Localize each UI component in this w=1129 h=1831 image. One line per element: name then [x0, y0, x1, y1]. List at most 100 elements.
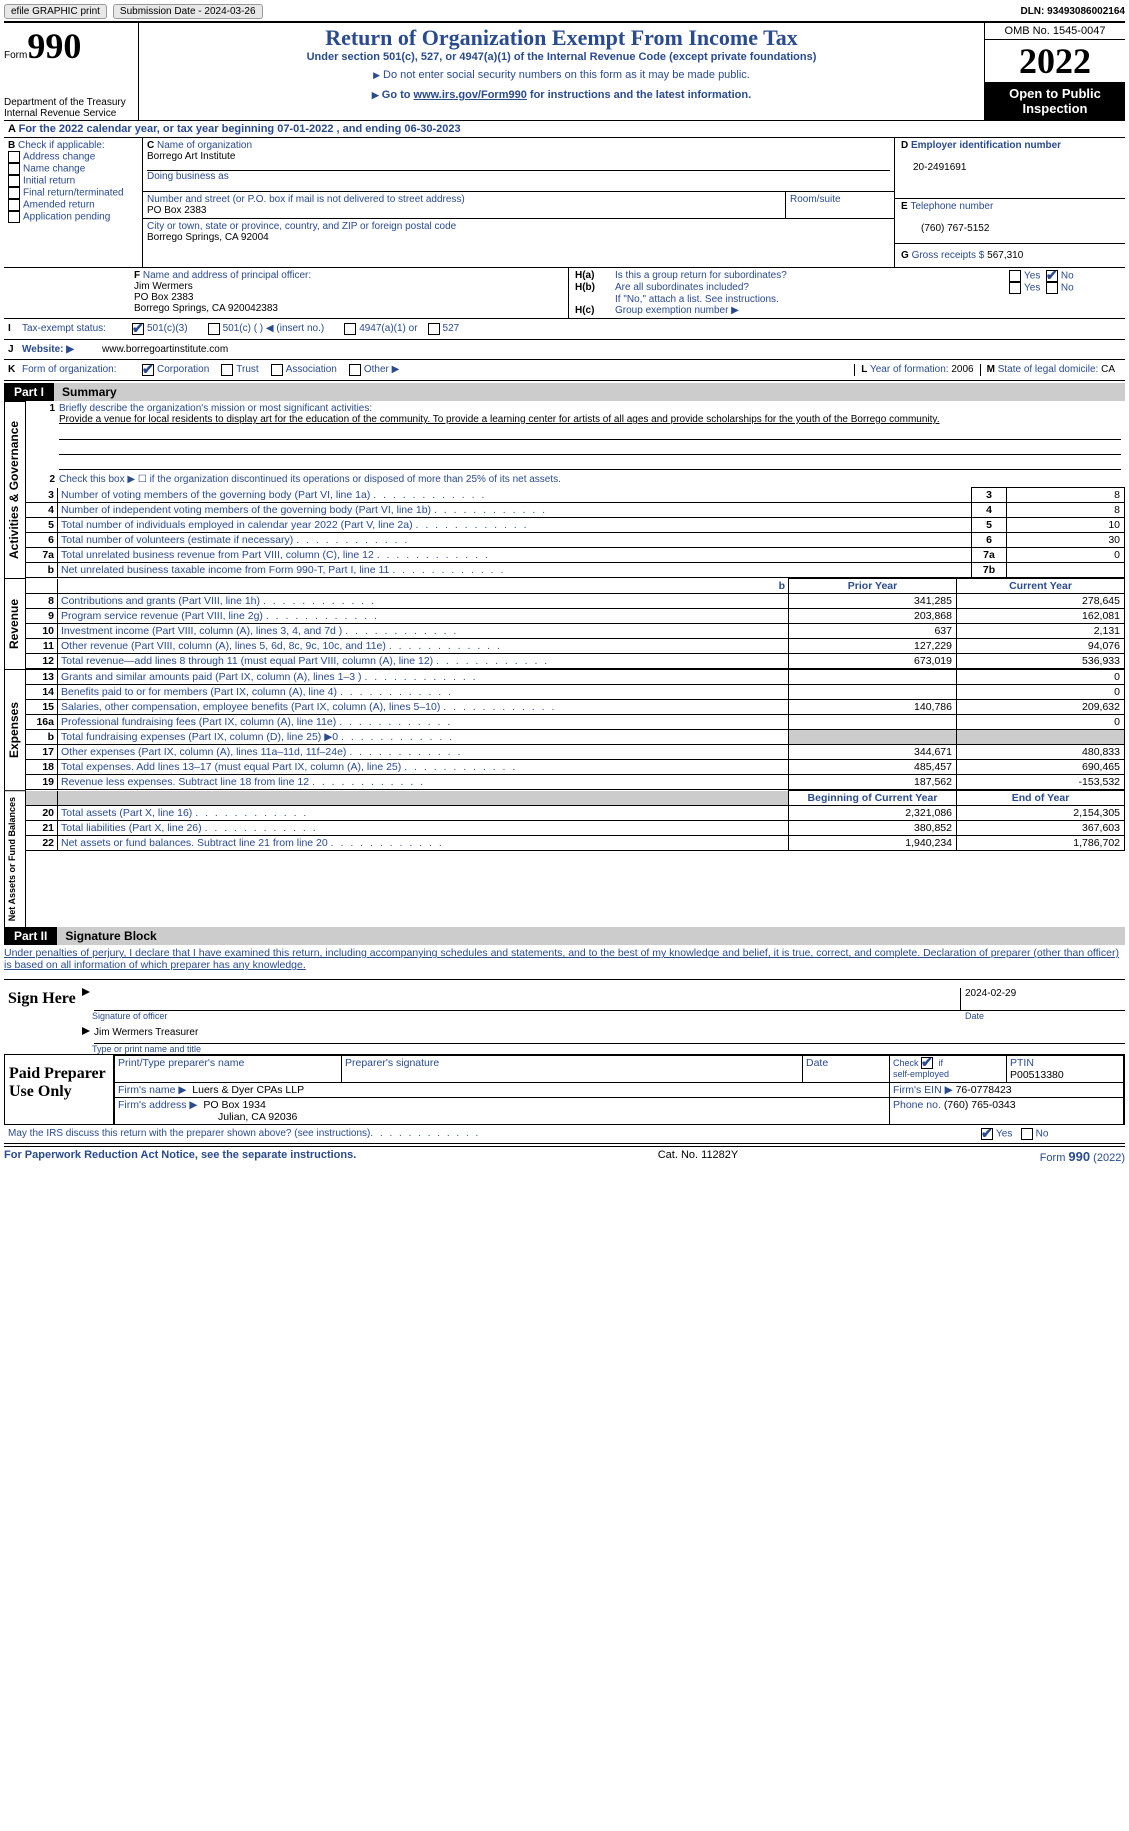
g-label: Gross receipts $ [912, 250, 985, 261]
d-label: Employer identification number [911, 140, 1061, 151]
form-label: Form [4, 50, 27, 61]
row-13: 13Grants and similar amounts paid (Part … [26, 670, 1125, 685]
summary-ag-block: Activities & Governance 1Briefly describ… [4, 401, 1125, 578]
table-net: Beginning of Current Year End of Year 20… [26, 790, 1125, 851]
row-20: 20Total assets (Part X, line 16) 2,321,0… [26, 806, 1125, 821]
prep-h4: Check ifself-employed [893, 1058, 949, 1080]
firm-addr2: Julian, CA 92036 [218, 1111, 297, 1123]
b-opt-5-checkbox[interactable] [8, 211, 20, 223]
i-527-checkbox[interactable] [428, 323, 440, 335]
footer-right: Form 990 (2022) [1040, 1149, 1125, 1164]
row-10: 10Investment income (Part VIII, column (… [26, 624, 1125, 639]
firm-addr1: PO Box 1934 [203, 1099, 265, 1111]
b-opt-3-label: Final return/terminated [23, 188, 124, 199]
hdr-beg: Beginning of Current Year [789, 791, 957, 806]
efile-print-button[interactable]: efile GRAPHIC print [4, 4, 107, 19]
f-label: Name and address of principal officer: [143, 270, 311, 281]
ag-row-4: 4Number of independent voting members of… [26, 503, 1125, 518]
row-12: 12Total revenue—add lines 8 through 11 (… [26, 654, 1125, 669]
officer-name: Jim Wermers [134, 281, 193, 292]
website: www.borregoartinstitute.com [102, 344, 228, 355]
signer-name-label: Type or print name and title [92, 1044, 1125, 1054]
ha-yes-checkbox[interactable] [1009, 270, 1021, 282]
row-17: 17Other expenses (Part IX, column (A), l… [26, 745, 1125, 760]
k-assoc-checkbox[interactable] [271, 364, 283, 376]
part2-label: Part II [4, 927, 57, 945]
hdr-prior: Prior Year [789, 579, 957, 594]
b-opt-1-checkbox[interactable] [8, 163, 20, 175]
irs-link[interactable]: www.irs.gov/Form990 [414, 89, 527, 101]
discuss-no-checkbox[interactable] [1021, 1128, 1033, 1140]
i-label: Tax-exempt status: [22, 323, 132, 335]
b-opt-4-checkbox[interactable] [8, 199, 20, 211]
street-label: Number and street (or P.O. box if mail i… [147, 194, 465, 205]
ha-no-checkbox[interactable] [1046, 270, 1058, 282]
e-label: Telephone number [910, 201, 993, 212]
j-label: Website: ▶ [22, 344, 102, 355]
hb-label: Are all subordinates included? [615, 282, 1009, 294]
vlabel-ag: Activities & Governance [4, 401, 26, 578]
table-rev: b Prior Year Current Year 8Contributions… [26, 578, 1125, 669]
firm-name: Luers & Dyer CPAs LLP [192, 1084, 304, 1096]
hb-yes-checkbox[interactable] [1009, 282, 1021, 294]
submission-button[interactable]: Submission Date - 2024-03-26 [113, 4, 263, 19]
row-8: 8Contributions and grants (Part VIII, li… [26, 594, 1125, 609]
hb-note: If "No," attach a list. See instructions… [615, 294, 1119, 305]
state-domicile: CA [1101, 364, 1115, 375]
dba-label: Doing business as [147, 171, 229, 182]
omb-number: OMB No. 1545-0047 [985, 23, 1125, 40]
row-19: 19Revenue less expenses. Subtract line 1… [26, 775, 1125, 790]
b-opt-5-label: Application pending [23, 212, 110, 223]
footer-left: For Paperwork Reduction Act Notice, see … [4, 1149, 356, 1164]
sig-label: Signature of officer [92, 1011, 965, 1021]
footer-mid: Cat. No. 11282Y [658, 1149, 739, 1164]
sign-here-label: Sign Here [4, 980, 82, 1054]
discuss-row: May the IRS discuss this return with the… [4, 1125, 1125, 1144]
tax-year: 2022 [985, 40, 1125, 82]
ag-row-5: 5Total number of individuals employed in… [26, 518, 1125, 533]
officer-addr1: PO Box 2383 [134, 292, 193, 303]
part1-header: Part I Summary [4, 383, 1125, 401]
i-501c-checkbox[interactable] [208, 323, 220, 335]
row-15: 15Salaries, other compensation, employee… [26, 700, 1125, 715]
b-opt-3-checkbox[interactable] [8, 187, 20, 199]
discuss-yes-checkbox[interactable] [981, 1128, 993, 1140]
row-18: 18Total expenses. Add lines 13–17 (must … [26, 760, 1125, 775]
k-trust-checkbox[interactable] [221, 364, 233, 376]
dept-irs: Internal Revenue Service [4, 108, 134, 119]
vlabel-rev: Revenue [4, 578, 26, 669]
prep-h5: PTIN [1010, 1057, 1034, 1069]
gross-receipts: 567,310 [987, 250, 1023, 261]
addr-label: Firm's address ▶ [118, 1099, 198, 1111]
ag-row-b: bNet unrelated business taxable income f… [26, 563, 1125, 578]
sign-here-block: Sign Here 2024-02-29 Signature of office… [4, 979, 1125, 1054]
k-label: Form of organization: [22, 364, 142, 376]
summary-exp-block: Expenses 13Grants and similar amounts pa… [4, 669, 1125, 790]
i-4947-checkbox[interactable] [344, 323, 356, 335]
preparer-label: Paid Preparer Use Only [5, 1055, 114, 1124]
prep-h3: Date [803, 1056, 890, 1083]
hb-no-checkbox[interactable] [1046, 282, 1058, 294]
page-footer: For Paperwork Reduction Act Notice, see … [4, 1146, 1125, 1164]
ha-label: Is this a group return for subordinates? [615, 270, 1009, 282]
k-corp-checkbox[interactable] [142, 364, 154, 376]
b-opt-2-checkbox[interactable] [8, 175, 20, 187]
part1-label: Part I [4, 383, 54, 401]
self-emp-checkbox[interactable] [921, 1057, 933, 1069]
city: Borrego Springs, CA 92004 [147, 232, 269, 243]
open-to-public: Open to Public Inspection [985, 82, 1125, 120]
prep-h2: Preparer's signature [342, 1056, 803, 1083]
firm-phone: (760) 765-0343 [944, 1099, 1016, 1111]
k-other-checkbox[interactable] [349, 364, 361, 376]
i-501c3-checkbox[interactable] [132, 323, 144, 335]
summary-rev-block: Revenue b Prior Year Current Year 8Contr… [4, 578, 1125, 669]
preparer-block: Paid Preparer Use Only Print/Type prepar… [4, 1054, 1125, 1125]
b-opt-1-label: Name change [23, 164, 85, 175]
row-11: 11Other revenue (Part VIII, column (A), … [26, 639, 1125, 654]
f-h-block: F Name and address of principal officer:… [4, 267, 1125, 319]
part2-title: Signature Block [57, 927, 1125, 945]
summary-net-block: Net Assets or Fund Balances Beginning of… [4, 790, 1125, 927]
row-22: 22Net assets or fund balances. Subtract … [26, 836, 1125, 851]
hdr-current: Current Year [957, 579, 1125, 594]
b-opt-0-checkbox[interactable] [8, 151, 20, 163]
